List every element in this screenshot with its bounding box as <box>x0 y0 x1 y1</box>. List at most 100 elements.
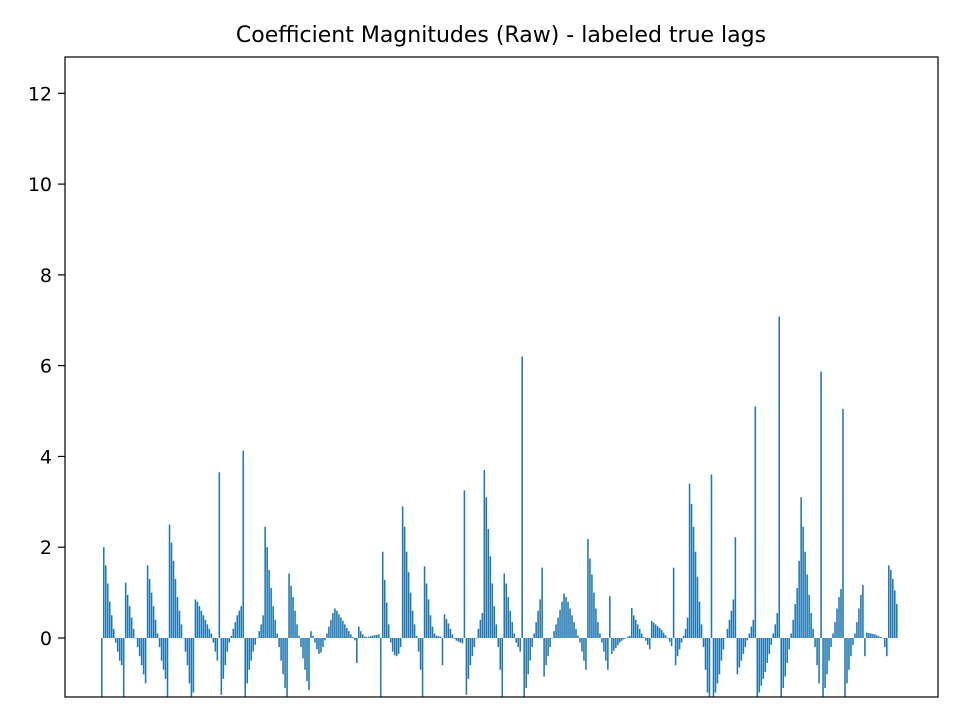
bar <box>704 637 707 670</box>
bar <box>724 637 727 639</box>
bar <box>419 637 422 670</box>
bar <box>375 634 378 638</box>
bar <box>216 637 219 661</box>
bar <box>399 637 402 648</box>
bar <box>344 624 346 638</box>
bar <box>621 637 623 641</box>
bar <box>387 624 390 638</box>
bar <box>543 637 545 677</box>
bar <box>328 626 330 638</box>
bar <box>758 637 761 693</box>
bar <box>415 635 418 638</box>
bar <box>605 637 607 661</box>
bar <box>664 635 667 638</box>
bar <box>393 637 396 656</box>
bar <box>660 629 663 638</box>
bar <box>455 637 458 641</box>
bar <box>252 637 254 652</box>
bar <box>240 606 243 638</box>
bar <box>248 637 250 670</box>
bar <box>846 637 848 684</box>
bar <box>698 601 701 638</box>
bar <box>489 556 492 638</box>
bar <box>740 637 743 661</box>
bar <box>872 633 874 638</box>
bar <box>324 637 326 641</box>
bar <box>364 636 366 638</box>
bar <box>828 637 830 661</box>
bar <box>358 626 360 638</box>
bar <box>366 637 368 638</box>
bar <box>334 608 336 638</box>
bar <box>346 628 348 638</box>
bar <box>854 633 856 638</box>
bar <box>565 597 567 638</box>
bar <box>642 637 645 638</box>
bar <box>607 637 609 670</box>
bar <box>266 547 268 638</box>
bar <box>403 526 406 638</box>
bar <box>640 633 643 638</box>
bar <box>150 592 153 638</box>
bar <box>276 633 278 638</box>
bar <box>451 634 454 638</box>
bar <box>555 624 557 638</box>
bar <box>461 637 464 644</box>
bar <box>754 406 757 638</box>
bar <box>848 637 850 670</box>
y-tick-label: 4 <box>40 446 52 468</box>
y-tick-label: 12 <box>28 83 52 105</box>
bar <box>629 635 631 638</box>
bar <box>678 637 681 650</box>
bar <box>880 637 882 638</box>
bar <box>652 622 655 638</box>
y-axis-ticks: 0 2 4 6 8 10 12 <box>28 83 65 650</box>
bar <box>537 610 539 638</box>
bar <box>278 637 280 648</box>
bar <box>882 637 884 639</box>
bar <box>168 524 171 638</box>
bar <box>613 637 615 651</box>
bar <box>294 610 296 638</box>
bar <box>706 637 709 693</box>
bar <box>316 637 318 650</box>
bar <box>820 371 822 638</box>
bar <box>541 567 543 638</box>
bar <box>445 618 448 638</box>
plot-frame <box>64 56 939 698</box>
bar <box>862 584 864 638</box>
bar <box>800 497 802 638</box>
bar <box>146 565 149 638</box>
bar <box>824 637 826 688</box>
bar <box>682 635 685 638</box>
bar <box>443 614 446 638</box>
bar <box>499 637 502 670</box>
bar <box>106 583 109 638</box>
bar <box>383 579 386 638</box>
bar <box>459 637 462 643</box>
bar <box>858 608 860 638</box>
bar <box>314 637 316 643</box>
bar <box>593 592 595 638</box>
bar <box>567 601 569 638</box>
bar <box>288 573 290 638</box>
bar <box>633 615 635 638</box>
bar <box>816 637 818 666</box>
bar <box>804 551 806 638</box>
bar <box>866 632 868 638</box>
bar <box>834 622 836 638</box>
bar <box>214 637 217 652</box>
bar <box>176 597 179 638</box>
bar <box>583 637 585 661</box>
bar <box>262 615 264 638</box>
bar <box>310 631 312 638</box>
bar <box>116 637 119 652</box>
bar <box>764 637 767 673</box>
bar <box>850 637 852 657</box>
bar <box>802 526 804 638</box>
bar <box>662 632 665 638</box>
bar <box>373 635 376 638</box>
bar <box>202 615 205 638</box>
bar <box>742 637 745 654</box>
